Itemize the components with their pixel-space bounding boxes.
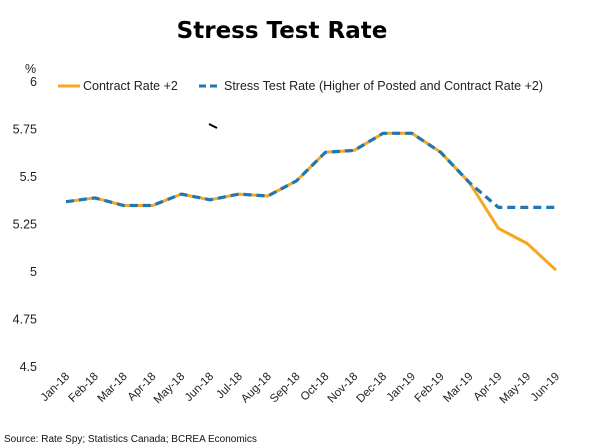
y-tick-label: 5.75 <box>13 123 37 137</box>
legend-label-stress-test-rate: Stress Test Rate (Higher of Posted and C… <box>224 79 543 93</box>
x-tick-label: Mar-19 <box>441 371 475 405</box>
x-tick-label: Aug-18 <box>239 371 274 406</box>
y-axis: 4.5 4.75 5 5.25 5.5 5.75 6 <box>13 75 37 374</box>
x-tick-label: Feb-19 <box>413 371 447 405</box>
legend-label-contract-rate: Contract Rate +2 <box>83 79 178 93</box>
x-tick-label: Jun-18 <box>183 371 216 404</box>
source-note: Source: Rate Spy; Statistics Canada; BCR… <box>4 434 257 445</box>
x-tick-label: May-18 <box>152 371 188 407</box>
y-tick-label: 5.5 <box>20 170 37 184</box>
y-tick-label: 5 <box>30 265 37 279</box>
x-tick-label: Sep-18 <box>268 371 303 406</box>
x-tick-label: Mar-18 <box>96 371 130 405</box>
y-tick-label: 5.25 <box>13 218 37 232</box>
y-tick-label: 4.75 <box>13 313 37 327</box>
plot-area <box>65 131 558 272</box>
series-line-contract-rate <box>65 131 558 272</box>
x-tick-label: Nov-18 <box>326 371 361 406</box>
legend: Contract Rate +2 Stress Test Rate (Highe… <box>58 79 543 93</box>
x-tick-label: May-19 <box>498 371 534 407</box>
x-tick-label: Jan-19 <box>385 371 418 404</box>
chart-title: Stress Test Rate <box>177 18 388 44</box>
series-line-stress-test-rate <box>65 131 556 209</box>
y-tick-label: 6 <box>30 75 37 89</box>
x-tick-label: Dec-18 <box>354 371 389 406</box>
x-axis: Jan-18Feb-18Mar-18Apr-18May-18Jun-18Jul-… <box>39 371 562 407</box>
x-tick-label: Jun-19 <box>529 371 562 404</box>
x-tick-label: Feb-18 <box>67 371 101 405</box>
y-tick-label: 4.5 <box>20 360 37 374</box>
stray-mark <box>208 123 218 129</box>
x-tick-label: Jan-18 <box>39 371 72 404</box>
y-axis-unit-label: % <box>25 62 36 76</box>
